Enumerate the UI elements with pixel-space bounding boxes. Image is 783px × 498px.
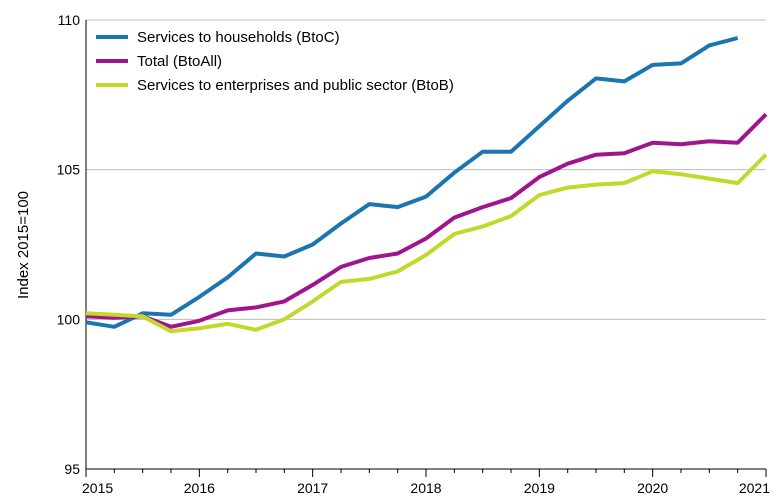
series-line: [85, 153, 768, 334]
series-line: [85, 36, 739, 329]
x-tick-label: 2018: [410, 480, 441, 496]
x-tick-label: 2019: [524, 480, 555, 496]
y-tick-labels: 95 100 105 110: [57, 12, 81, 477]
series-lines: [85, 36, 768, 334]
x-tick-label: 2020: [637, 480, 668, 496]
y-tick-label: 95: [64, 461, 80, 477]
x-tick-label: 2016: [184, 480, 215, 496]
x-tick-label: 2015: [82, 480, 113, 496]
y-tick-label: 110: [58, 12, 81, 28]
x-tick-label: 2021: [739, 480, 770, 496]
y-axis-label: Index 2015=100: [15, 191, 32, 299]
axes: [85, 20, 767, 477]
legend-label: Services to enterprises and public secto…: [137, 77, 454, 94]
legend: Services to households (BtoC) Total (BtoA…: [96, 29, 454, 94]
y-tick-label: 100: [57, 311, 81, 327]
y-tick-label: 105: [57, 162, 81, 178]
series-line: [85, 112, 768, 329]
legend-label: Services to households (BtoC): [137, 29, 340, 46]
legend-label: Total (BtoAll): [137, 53, 222, 70]
x-tick-labels: 2015 2016 2017 2018 2019 2020 2021: [82, 480, 770, 496]
x-tick-label: 2017: [297, 480, 328, 496]
